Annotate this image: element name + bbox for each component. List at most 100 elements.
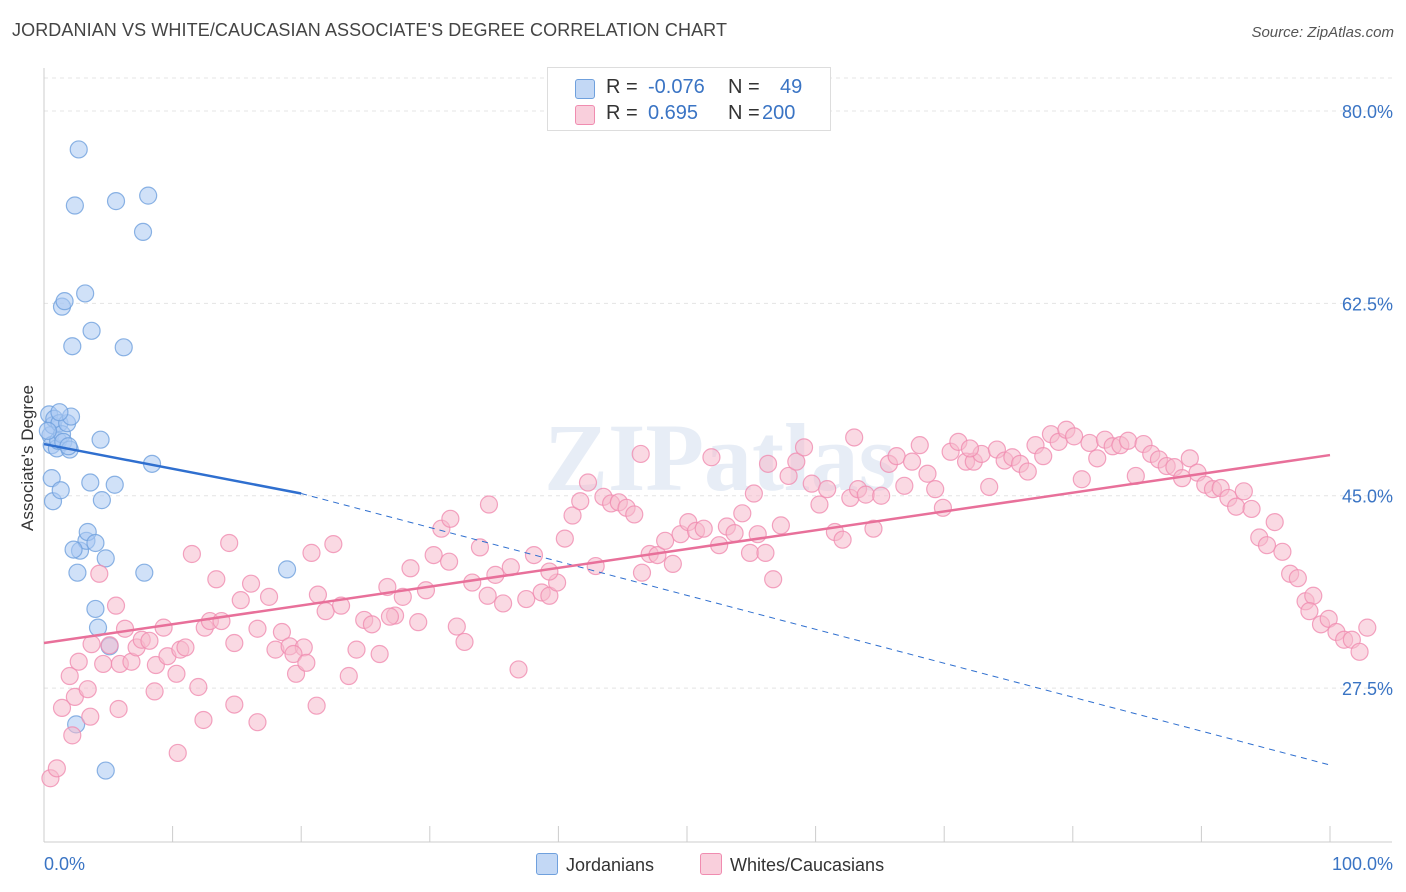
white-point [109, 699, 128, 719]
white-point [447, 617, 466, 636]
white-point [302, 543, 321, 562]
white-point [524, 545, 544, 565]
white-point [401, 559, 420, 578]
jordanian-point [139, 186, 158, 205]
white-point [555, 529, 574, 548]
white-point [1234, 482, 1253, 501]
white-point [189, 677, 208, 697]
white-point [856, 485, 875, 504]
white-point [1265, 513, 1284, 532]
white-point [725, 524, 744, 543]
jordanian-point [105, 475, 124, 494]
jordanian-point [69, 140, 88, 159]
white-point [933, 498, 953, 517]
white-point [864, 519, 883, 538]
jordanian-point [63, 337, 82, 356]
white-point [207, 570, 226, 589]
jordanian-point [106, 192, 126, 211]
white-point [494, 594, 513, 613]
source-label: Source: ZipAtlas.com [1251, 24, 1394, 41]
white-point [744, 484, 763, 503]
white-point [47, 759, 66, 778]
white-trend-line [43, 453, 1331, 645]
white-point [1018, 462, 1037, 481]
white-point [517, 589, 536, 609]
white-point [308, 585, 328, 604]
jordanian-point [68, 563, 87, 582]
white-point [632, 563, 652, 582]
x-tick-label: 100.0% [1332, 854, 1393, 874]
y-tick-label: 27.5% [1342, 679, 1393, 699]
jordanian-point [51, 481, 70, 500]
legend-item-whites: Whites/Caucasians [700, 853, 884, 876]
series-legend: Jordanians Whites/Caucasians [0, 851, 1406, 879]
jordanian-point [81, 473, 100, 492]
white-point [833, 530, 852, 549]
jordanian-point [38, 421, 57, 440]
white-point [1118, 431, 1138, 450]
legend-n-label: N = [728, 102, 760, 124]
white-point [455, 632, 474, 652]
white-point [115, 619, 135, 638]
white-point [145, 682, 164, 701]
white-point [370, 644, 389, 664]
legend-r-value: -0.076 [648, 76, 705, 98]
white-point [81, 707, 100, 726]
jordanian-point [50, 403, 69, 422]
legend-swatch-jordanians [536, 853, 558, 875]
legend-r-label: R = [606, 76, 638, 98]
white-point [918, 464, 937, 483]
white-point [90, 564, 109, 583]
white-point [960, 439, 980, 458]
white-point [409, 613, 428, 632]
white-point [571, 492, 590, 511]
legend-swatch-jordanians [575, 79, 595, 99]
jordanian-point [114, 338, 133, 357]
jordanian-point [42, 469, 61, 488]
white-point [845, 428, 864, 447]
white-point [94, 654, 113, 674]
white-point [794, 438, 814, 457]
white-point [478, 586, 497, 605]
legend-swatch-whites [700, 853, 722, 875]
white-point [69, 652, 88, 671]
white-point [910, 436, 929, 455]
jordanian-trend-line [43, 442, 302, 495]
white-point [1288, 569, 1307, 588]
jordanian-point [59, 437, 78, 456]
y-tick-label: 45.0% [1342, 487, 1393, 507]
white-point [902, 452, 922, 471]
white-point [563, 506, 582, 525]
white-point [486, 565, 505, 584]
jordanian-point [277, 560, 297, 579]
white-point [248, 713, 267, 732]
white-point [220, 533, 239, 553]
legend-row-whites: R = 0.695 N = 200 [548, 100, 830, 126]
white-point [297, 653, 316, 672]
white-point [756, 543, 775, 562]
white-point [272, 622, 292, 642]
white-point [307, 696, 326, 715]
white-point [895, 476, 914, 495]
white-point [248, 619, 267, 638]
white-point [362, 615, 382, 634]
white-point [1257, 536, 1277, 555]
white-point [380, 607, 400, 626]
white-point [802, 474, 821, 493]
white-point [764, 570, 783, 589]
y-tick-label: 80.0% [1342, 102, 1393, 122]
white-point [887, 447, 906, 466]
white-point [625, 505, 644, 524]
y-axis-label: Associate's Degree [18, 385, 37, 531]
white-point [284, 644, 303, 664]
white-point [78, 680, 97, 699]
jordanian-point [91, 430, 110, 449]
jordanian-point [96, 549, 115, 568]
white-point [758, 454, 778, 473]
white-point [1180, 449, 1199, 468]
legend-n-value: 200 [762, 102, 796, 124]
white-point [176, 638, 195, 657]
white-point [656, 531, 675, 550]
legend-n-label: N = [728, 76, 760, 98]
white-point [578, 473, 598, 492]
